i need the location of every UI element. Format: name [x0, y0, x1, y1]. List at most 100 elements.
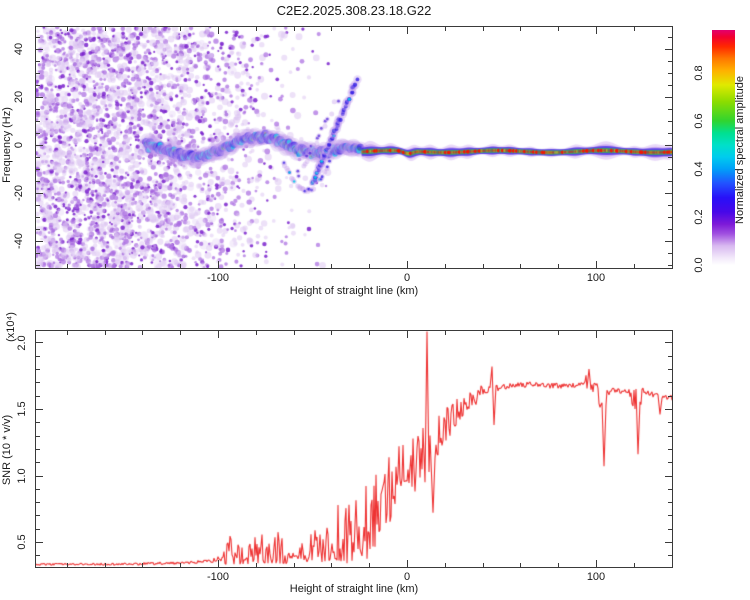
tick-mark [596, 27, 597, 34]
tick-mark [668, 265, 672, 266]
x-tick-label: 100 [586, 571, 606, 583]
tick-mark [407, 261, 408, 268]
tick-mark [369, 264, 370, 268]
tick-mark [668, 229, 672, 230]
tick-mark [668, 396, 672, 397]
tick-mark [36, 181, 40, 182]
tick-mark [483, 331, 484, 335]
tick-mark [558, 27, 559, 31]
tick-mark [668, 502, 672, 503]
tick-mark [668, 37, 672, 38]
tick-mark [665, 476, 672, 477]
tick-mark [668, 133, 672, 134]
tick-mark [558, 264, 559, 268]
tick-mark [36, 145, 43, 146]
tick-mark [36, 253, 40, 254]
x-tick-label: -100 [206, 571, 230, 583]
tick-mark [520, 264, 521, 268]
tick-mark [665, 49, 672, 50]
tick-mark [445, 563, 446, 567]
tick-mark [668, 436, 672, 437]
colorbar-tick-label: 0.8 [693, 65, 705, 81]
tick-mark [218, 560, 219, 567]
colorbar [712, 30, 735, 270]
tick-mark [668, 121, 672, 122]
tick-mark [36, 476, 43, 477]
tick-mark [668, 462, 672, 463]
tick-mark [331, 563, 332, 567]
tick-mark [596, 331, 597, 338]
tick-mark [668, 205, 672, 206]
tick-mark [36, 542, 43, 543]
tick-mark [67, 264, 68, 268]
tick-mark [294, 27, 295, 31]
tick-mark [407, 560, 408, 567]
tick-mark [668, 529, 672, 530]
tick-mark [668, 555, 672, 556]
tick-mark [256, 264, 257, 268]
tick-mark [218, 261, 219, 268]
tick-mark [665, 97, 672, 98]
tick-mark [36, 515, 40, 516]
x-tick-label: 0 [403, 272, 411, 284]
tick-mark [634, 27, 635, 31]
tick-mark [520, 27, 521, 31]
tick-mark [36, 502, 40, 503]
tick-mark [36, 529, 40, 530]
tick-mark [36, 49, 43, 50]
tick-mark [218, 27, 219, 34]
snr-ylabel: SNR (10 * v/v) [1, 414, 13, 486]
y-tick-label: 1.5 [16, 401, 28, 417]
tick-mark [407, 27, 408, 34]
tick-mark [294, 331, 295, 335]
tick-mark [668, 382, 672, 383]
tick-mark [36, 85, 40, 86]
snr-canvas [36, 331, 672, 567]
tick-mark [331, 264, 332, 268]
tick-mark [369, 27, 370, 31]
tick-mark [105, 563, 106, 567]
tick-mark [634, 563, 635, 567]
tick-mark [668, 85, 672, 86]
tick-mark [36, 489, 40, 490]
tick-mark [483, 264, 484, 268]
tick-mark [142, 563, 143, 567]
tick-mark [36, 193, 43, 194]
tick-mark [36, 169, 40, 170]
tick-mark [596, 560, 597, 567]
x-tick-label: -100 [206, 272, 230, 284]
tick-mark [668, 181, 672, 182]
tick-mark [668, 356, 672, 357]
tick-mark [369, 331, 370, 335]
figure-title: C2E2.2025.308.23.18.G22 [276, 3, 432, 18]
tick-mark [36, 133, 40, 134]
tick-mark [445, 331, 446, 335]
tick-mark [445, 27, 446, 31]
snr-frame [35, 330, 673, 568]
tick-mark [558, 563, 559, 567]
tick-mark [180, 264, 181, 268]
tick-mark [294, 563, 295, 567]
y-tick-label: 1.0 [16, 467, 28, 484]
tick-mark [36, 205, 40, 206]
tick-mark [36, 449, 40, 450]
x-tick-label: 0 [403, 571, 411, 583]
tick-mark [665, 409, 672, 410]
tick-mark [67, 27, 68, 31]
tick-mark [369, 563, 370, 567]
tick-mark [445, 264, 446, 268]
tick-mark [36, 382, 40, 383]
tick-mark [36, 462, 40, 463]
tick-mark [36, 229, 40, 230]
tick-mark [520, 331, 521, 335]
tick-mark [180, 563, 181, 567]
tick-mark [668, 109, 672, 110]
tick-mark [483, 27, 484, 31]
tick-mark [180, 331, 181, 335]
tick-mark [634, 264, 635, 268]
tick-mark [36, 265, 40, 266]
tick-mark [331, 331, 332, 335]
tick-mark [331, 27, 332, 31]
y-tick-label: 2.0 [16, 334, 28, 351]
